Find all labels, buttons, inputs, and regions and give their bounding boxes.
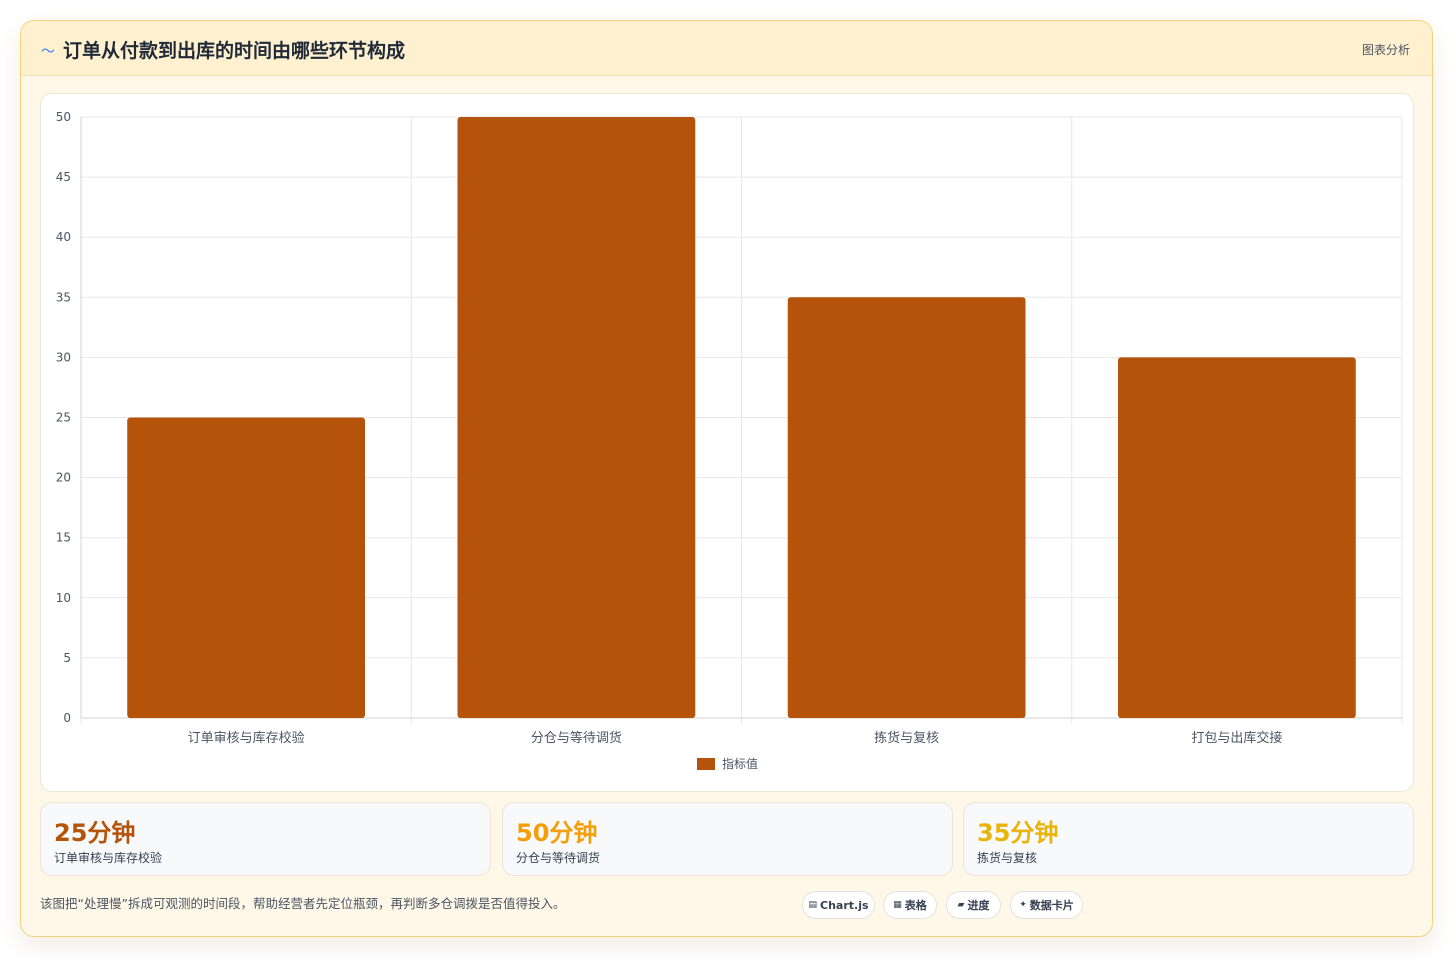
- chip-table[interactable]: ▦ 表格: [883, 891, 937, 919]
- stat-value: 25分钟: [54, 819, 136, 847]
- y-tick-label: 50: [56, 110, 71, 124]
- card-header: 〜 订单从付款到出库的时间由哪些环节构成 图表分析: [21, 21, 1432, 76]
- stat-card-3: 35分钟 拣货与复核: [963, 802, 1414, 876]
- table-icon: ▦: [893, 900, 902, 910]
- x-tick-label: 拣货与复核: [874, 730, 939, 746]
- y-tick-label: 15: [56, 531, 71, 545]
- footnote: 该图把“处理慢”拆成可观测的时间段，帮助经营者先定位瓶颈，再判断多仓调拨是否值得…: [40, 896, 566, 911]
- y-tick-label: 30: [56, 350, 71, 364]
- chart-card: 〜 订单从付款到出库的时间由哪些环节构成 图表分析 0 5 10 15 20 25 30 35…: [20, 20, 1433, 937]
- chip-data-card[interactable]: ✦ 数据卡片: [1010, 891, 1083, 919]
- stat-label: 分仓与等待调货: [516, 851, 601, 865]
- y-tick-label: 10: [56, 591, 71, 605]
- legend-label: 指标值: [722, 756, 758, 771]
- stat-value: 35分钟: [977, 819, 1059, 847]
- chart-analysis-tag: 图表分析: [1361, 43, 1410, 57]
- stat-value: 50分钟: [516, 819, 598, 847]
- chart-icon: ▤: [808, 900, 817, 910]
- chip-label: 表格: [904, 899, 927, 912]
- stat-label: 订单审核与库存校验: [54, 851, 163, 865]
- y-tick-label: 0: [63, 711, 71, 725]
- bar-chart: 0 5 10 15 20 25 30 35 40 45 50 订单审核与库存校验 分仓与等待调货 拣货与复…: [56, 110, 1403, 771]
- bar: [457, 117, 696, 718]
- stat-label: 拣货与复核: [977, 851, 1038, 865]
- y-tick-label: 45: [56, 170, 71, 184]
- stat-card-2: 50分钟 分仓与等待调货: [502, 802, 953, 876]
- y-tick-label: 5: [63, 651, 71, 665]
- chart-panel: 0 5 10 15 20 25 30 35 40 45 50 订单审核与库存校验 分仓与等待调货 拣货与复…: [40, 93, 1414, 792]
- y-tick-label: 35: [56, 290, 71, 304]
- legend-swatch: [697, 758, 715, 770]
- chart-trend-icon: 〜: [41, 44, 55, 60]
- x-tick-label: 打包与出库交接: [1191, 730, 1282, 746]
- y-tick-label: 25: [56, 411, 71, 425]
- bar: [1117, 357, 1356, 718]
- y-tick-label: 40: [56, 230, 71, 244]
- stat-card-1: 25分钟 订单审核与库存校验: [40, 802, 491, 876]
- y-tick-label: 20: [56, 471, 71, 485]
- x-tick-label: 分仓与等待调货: [531, 730, 622, 746]
- page-title: 订单从付款到出库的时间由哪些环节构成: [63, 40, 406, 62]
- x-tick-label: 订单审核与库存校验: [188, 730, 305, 746]
- bar: [787, 297, 1026, 718]
- bar: [127, 417, 366, 718]
- chip-label: 进度: [967, 899, 990, 912]
- chip-label: Chart.js: [820, 898, 869, 912]
- chip-progress[interactable]: ▰ 进度: [946, 891, 1001, 919]
- chip-chartjs[interactable]: ▤ Chart.js: [802, 891, 875, 919]
- progress-icon: ▰: [957, 900, 965, 910]
- chip-label: 数据卡片: [1029, 899, 1074, 912]
- sparkle-icon: ✦: [1019, 900, 1027, 910]
